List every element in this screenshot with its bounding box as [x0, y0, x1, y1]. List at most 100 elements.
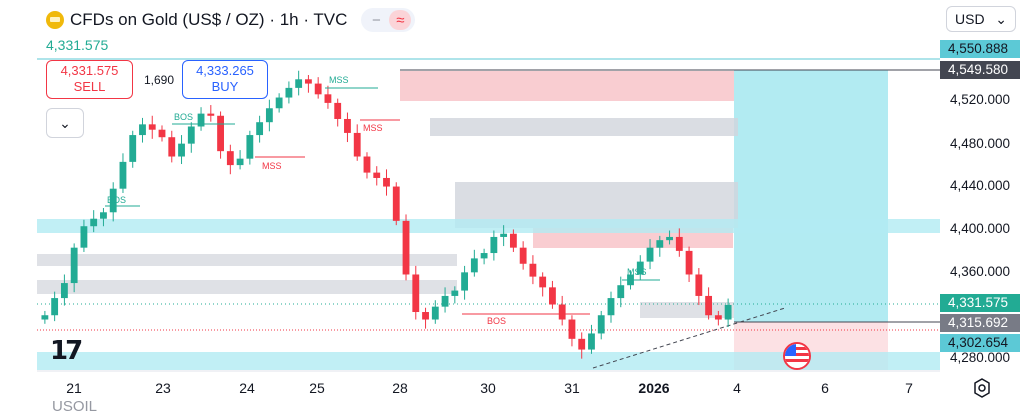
- candle-body: [207, 113, 215, 116]
- price-chart[interactable]: BOS BOS MSS MSS MSS BOS MSS: [0, 0, 940, 372]
- time-axis-label: 6: [821, 380, 829, 396]
- candle-body: [139, 124, 146, 136]
- candle-body: [304, 79, 312, 84]
- candle-body: [724, 304, 732, 320]
- price-tag-last: 4,331.575: [940, 294, 1020, 312]
- candle-body: [60, 283, 68, 299]
- chart-mode-toggle[interactable]: − ≈: [361, 8, 416, 32]
- candle-body: [217, 115, 224, 152]
- price-tag-stop: 4,302.654: [940, 334, 1020, 352]
- time-axis-label: 4: [733, 380, 741, 396]
- candle-body: [256, 122, 264, 136]
- candle-body: [383, 177, 390, 187]
- candle-body: [597, 315, 605, 334]
- price-tag-position-top: 4,549.580: [940, 61, 1020, 79]
- time-axis-label: 28: [392, 380, 408, 396]
- candle-body: [363, 156, 371, 173]
- candle-body: [666, 236, 673, 241]
- candle-body: [422, 312, 429, 320]
- candle-body: [236, 158, 244, 166]
- candle-body: [685, 250, 693, 275]
- candle-body: [148, 124, 156, 130]
- next-symbol-label[interactable]: USOIL: [52, 398, 98, 415]
- chevron-down-icon: ⌄: [59, 114, 71, 131]
- candle-body: [695, 274, 703, 296]
- price-axis-label: 4,480.000: [950, 136, 1011, 151]
- candle-body: [705, 295, 713, 316]
- candle-body: [636, 261, 644, 275]
- candle-body: [70, 247, 78, 284]
- candle-body: [500, 233, 508, 237]
- wave-icon[interactable]: ≈: [389, 10, 412, 30]
- candle-body: [568, 319, 576, 339]
- candle-body: [158, 129, 166, 138]
- buy-label: BUY: [211, 79, 239, 94]
- us-flag-icon[interactable]: [783, 342, 811, 370]
- candle-body: [558, 304, 566, 320]
- candle-body: [412, 274, 420, 313]
- candle-body: [51, 298, 59, 316]
- bos-label-3: BOS: [487, 316, 506, 326]
- candle-body: [392, 186, 400, 221]
- buy-button[interactable]: 4,333.265 BUY: [182, 60, 268, 99]
- price-axis-label: 4,280.000: [950, 350, 1011, 365]
- candle-body: [461, 272, 469, 291]
- target-zone: [734, 70, 888, 322]
- price-axis-label: 4,520.000: [950, 92, 1011, 107]
- candle-body: [373, 172, 381, 178]
- candle-body: [509, 233, 517, 248]
- bos-label-1: BOS: [107, 195, 126, 205]
- supply-zone-top: [400, 71, 734, 101]
- sell-price: 4,331.575: [60, 63, 119, 78]
- last-price-label: 4,331.575: [46, 37, 109, 53]
- time-axis-label: 25: [309, 380, 325, 396]
- spread-value: 1,690: [144, 73, 175, 87]
- time-axis-label: 7: [905, 380, 913, 396]
- mss-label-2: MSS: [329, 75, 349, 85]
- time-axis-label: 21: [66, 380, 82, 396]
- price-tag-entry: 4,315.692: [940, 314, 1020, 332]
- candle-body: [529, 263, 537, 277]
- minus-icon[interactable]: −: [372, 11, 381, 29]
- candle-body: [187, 126, 195, 144]
- price-axis-label: 4,360.000: [950, 264, 1011, 279]
- candle-body: [617, 285, 625, 299]
- candle-body: [178, 143, 185, 157]
- candle-body: [480, 253, 488, 259]
- time-axis-label: 24: [239, 380, 255, 396]
- time-axis-label: 2026: [638, 380, 670, 396]
- candle-body: [470, 258, 478, 273]
- candle-body: [295, 79, 303, 88]
- time-axis-label: 23: [155, 380, 171, 396]
- candle-body: [109, 188, 117, 213]
- cyan-band-mid: [37, 219, 940, 233]
- time-axis-label: 31: [564, 380, 580, 396]
- settings-icon[interactable]: [972, 378, 992, 398]
- us-flag-icon: [785, 344, 809, 368]
- candle-body: [168, 137, 176, 157]
- candle-body: [129, 135, 137, 162]
- currency-value: USD: [955, 11, 985, 27]
- candle-body: [549, 287, 556, 305]
- currency-select[interactable]: USD ⌄: [946, 6, 1016, 32]
- symbol-title[interactable]: CFDs on Gold (US$ / OZ) · 1h · TVC − ≈: [46, 8, 416, 32]
- candle-body: [324, 94, 332, 103]
- demand-zone-4: [37, 280, 457, 294]
- candle-body: [607, 298, 615, 316]
- bos-label-2: BOS: [174, 112, 193, 122]
- candle-body: [675, 236, 683, 251]
- candle-body: [714, 315, 722, 320]
- candle-body: [90, 218, 98, 227]
- symbol-title-text: CFDs on Gold (US$ / OZ) · 1h · TVC: [70, 10, 348, 29]
- candle-body: [353, 132, 361, 157]
- price-axis-label: 4,440.000: [950, 178, 1011, 193]
- sell-button[interactable]: 4,331.575 SELL: [46, 60, 133, 99]
- candle-body: [246, 135, 254, 159]
- candle-body: [402, 220, 410, 275]
- candle-body: [588, 333, 595, 350]
- candle-body: [80, 226, 88, 248]
- demand-zone-3: [37, 254, 457, 266]
- candle-body: [226, 151, 234, 166]
- collapse-button[interactable]: ⌄: [46, 108, 84, 138]
- candle-body: [100, 212, 107, 219]
